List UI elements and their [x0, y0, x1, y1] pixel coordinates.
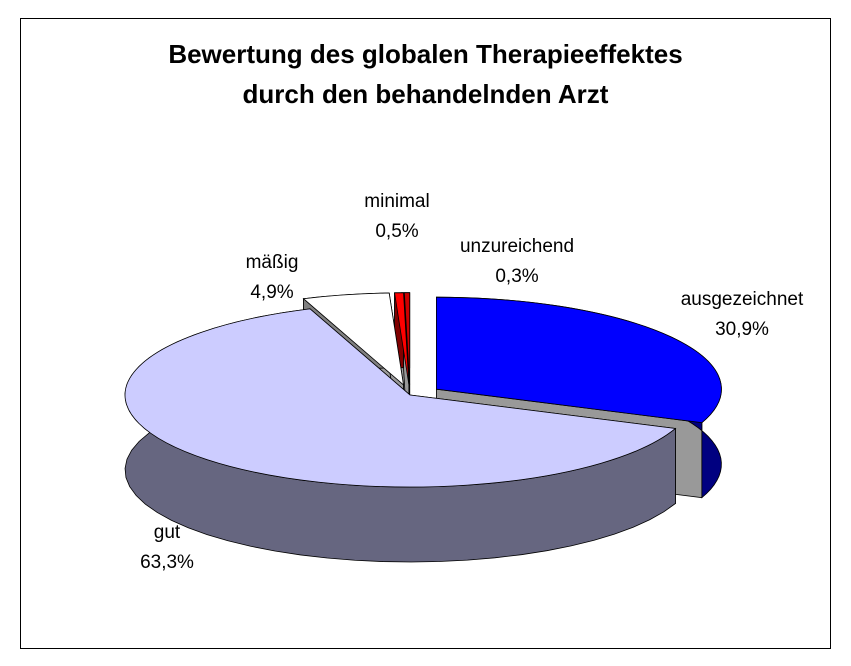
value-label: 0,5%: [375, 221, 418, 242]
slice: [394, 292, 410, 385]
slice-label: gut: [154, 522, 181, 543]
slice: [403, 292, 411, 385]
slice: [302, 292, 405, 386]
slice-label: unzureichend: [460, 236, 574, 257]
value-label: 63,3%: [140, 552, 194, 573]
slice-label: ausgezeichnet: [681, 289, 804, 310]
value-label: 4,9%: [250, 282, 293, 303]
value-label: 0,3%: [495, 266, 538, 287]
chart-title: Bewertung des globalen Therapieeffektes …: [168, 39, 683, 109]
slice: [124, 308, 677, 488]
slice-label: minimal: [364, 191, 429, 212]
value-label: 30,9%: [715, 319, 769, 340]
slice-label: mäßig: [246, 252, 299, 273]
slice: [436, 296, 722, 424]
slice-tops: [124, 292, 722, 488]
